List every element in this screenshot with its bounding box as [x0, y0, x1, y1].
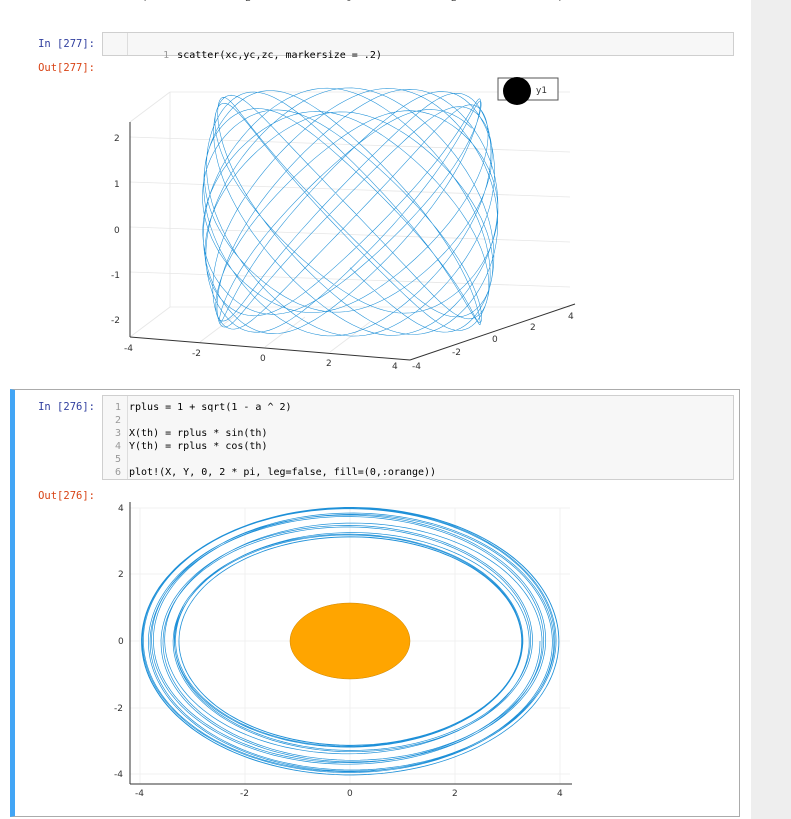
- x-tick-label: -4: [124, 344, 133, 354]
- legend: y1: [497, 77, 559, 105]
- x-tick-label: 2: [326, 359, 332, 369]
- code-editor[interactable]: 1 scatter(xc,yc,zc, markersize = .2): [102, 32, 734, 61]
- y-tick-label: -2: [452, 348, 461, 358]
- x-tick-label: 4: [557, 789, 563, 799]
- code-text: scatter(xc,yc,zc, markersize = .2): [177, 50, 382, 61]
- code-text: Y(th) = rplus * cos(th): [129, 441, 268, 452]
- x-tick-label: 2: [452, 789, 458, 799]
- x-tick-label: -2: [240, 789, 249, 799]
- plot-3d-axes: [129, 122, 576, 361]
- y-tick-label: 2: [118, 570, 124, 580]
- line-number: 1: [163, 50, 170, 61]
- legend-marker: [503, 77, 531, 105]
- x-tick-label: 0: [260, 354, 266, 364]
- x-tick-label: 4: [392, 362, 398, 372]
- scatter-3d-plot: 2 1 0 -1 -2 -4 -2 0 2 4 -4 -2 0 2 4 y1: [111, 77, 576, 372]
- code-editor[interactable]: 1 rplus = 1 + sqrt(1 - a ^ 2) 2 3 X(th) = …: [102, 395, 734, 480]
- code-line[interactable]: 6 plot!(X, Y, 0, 2 * pi, leg=false, fill=…: [103, 467, 436, 478]
- scatter-trajectory: [202, 87, 499, 337]
- scatter-series: [202, 87, 499, 337]
- z-tick-label: 1: [114, 180, 120, 190]
- orbit-trajectory: [141, 507, 560, 776]
- orange-filled-disk: [289, 602, 411, 680]
- line-gutter: [127, 396, 128, 479]
- y-tick-label: 2: [530, 323, 536, 333]
- output-prompt: Out[277]:: [38, 62, 95, 74]
- legend-label: y1: [536, 86, 547, 96]
- y-tick-label: -4: [114, 770, 123, 780]
- line-number: 3: [114, 428, 121, 439]
- input-prompt: In [276]:: [38, 401, 95, 413]
- code-text: X(th) = rplus * sin(th): [129, 428, 268, 439]
- prev-plot-tick: -4: [138, 0, 147, 4]
- input-prompt: In [277]:: [38, 38, 95, 50]
- line-number: 2: [114, 415, 121, 426]
- code-cell-277[interactable]: In [277]: 1 scatter(xc,yc,zc, markersize …: [10, 28, 740, 378]
- plot-axes: [129, 502, 572, 785]
- line-gutter: [127, 33, 128, 55]
- z-axis-ticks: 2 1 0 -1 -2: [111, 134, 120, 326]
- line-number: 6: [114, 467, 121, 478]
- z-tick-label: 2: [114, 134, 120, 144]
- y-tick-label: 0: [492, 335, 498, 345]
- code-line[interactable]: 1 scatter(xc,yc,zc, markersize = .2): [103, 39, 382, 61]
- y-tick-label: 4: [568, 312, 574, 322]
- z-tick-label: -1: [111, 271, 120, 281]
- code-line[interactable]: 1 rplus = 1 + sqrt(1 - a ^ 2): [103, 402, 292, 413]
- code-text: rplus = 1 + sqrt(1 - a ^ 2): [129, 402, 292, 413]
- z-tick-label: -2: [111, 316, 120, 326]
- prev-plot-tick: 0: [346, 0, 352, 4]
- output-prompt: Out[276]:: [38, 490, 95, 502]
- y-tick-label: -4: [412, 362, 421, 372]
- x-tick-label: 0: [347, 789, 353, 799]
- prev-plot-tick: -2: [242, 0, 251, 4]
- y-tick-label: -2: [114, 704, 123, 714]
- code-text: plot!(X, Y, 0, 2 * pi, leg=false, fill=(…: [129, 467, 437, 478]
- orbit-series: [141, 507, 560, 776]
- scrollbar-gutter[interactable]: [751, 0, 791, 819]
- y-axis-ticks: 4 2 0 -2 -4: [114, 504, 124, 780]
- line-number: 5: [114, 454, 121, 465]
- x-tick-label: -2: [192, 349, 201, 359]
- orbit-plot: 4 2 0 -2 -4 -4 -2 0 2 4: [114, 502, 572, 799]
- x-axis-ticks: -4 -2 0 2 4: [135, 789, 563, 799]
- x-tick-label: -4: [135, 789, 144, 799]
- line-number: 4: [114, 441, 121, 452]
- notebook-area[interactable]: -4 -2 0 2 4 In [277]: 1 scatter(xc,yc,zc,…: [0, 0, 751, 819]
- z-tick-label: 0: [114, 226, 120, 236]
- line-number: 1: [114, 402, 121, 413]
- plot-3d-box: [129, 91, 571, 353]
- code-cell-276[interactable]: In [276]: 1 rplus = 1 + sqrt(1 - a ^ 2) 2…: [10, 389, 740, 817]
- code-line[interactable]: 4 Y(th) = rplus * cos(th): [103, 441, 268, 452]
- x-axis-ticks: -4 -2 0 2 4: [124, 344, 398, 372]
- y-axis-ticks: -4 -2 0 2 4: [412, 312, 574, 372]
- y-tick-label: 0: [118, 637, 124, 647]
- code-line[interactable]: 3 X(th) = rplus * sin(th): [103, 428, 268, 439]
- prev-plot-tick: 4: [556, 0, 562, 4]
- y-tick-label: 4: [118, 504, 124, 514]
- code-line[interactable]: 2: [103, 415, 129, 426]
- prev-plot-tick: 2: [451, 0, 457, 4]
- code-line[interactable]: 5: [103, 454, 129, 465]
